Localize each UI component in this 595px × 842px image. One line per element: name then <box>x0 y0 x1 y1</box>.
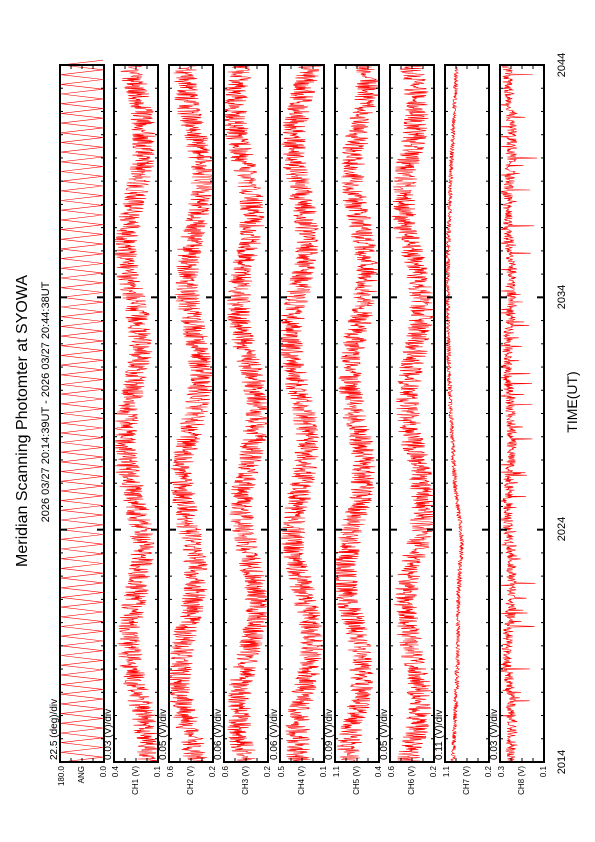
series-line-4 <box>223 64 269 763</box>
y-tick-min-3: 0.2 <box>208 765 217 777</box>
y-tick-min-2: 0.1 <box>153 765 162 777</box>
scale-label-6: 0.09 (V)/div <box>324 709 335 760</box>
y-tick-min-1: 0.0 <box>99 765 108 777</box>
y-axis-name-8: CH7 (V) <box>462 766 471 795</box>
x-tick-label-2034: 2034 <box>556 285 568 309</box>
scale-label-7: 0.05 (V)/div <box>379 709 390 760</box>
scale-label-3: 0.05 (V)/div <box>158 709 169 760</box>
panel-5: 0.06 (V)/div 0.5 0.1 CH4 (V) <box>269 64 328 795</box>
panel-frame-4 <box>223 64 269 763</box>
y-tick-min-5: 0.1 <box>319 765 328 777</box>
x-tick-label-2024: 2024 <box>556 517 568 541</box>
scale-label-1: 22.5 (deg)/div <box>49 699 60 760</box>
panel-7: 0.05 (V)/div 0.6 0.2 CH6 (V) <box>379 64 438 795</box>
panel-6: 0.09 (V)/div 1.1 0.4 CH5 (V) <box>324 64 383 795</box>
y-axis-name-2: CH1 (V) <box>131 766 140 795</box>
y-tick-min-8: 0.2 <box>484 765 493 777</box>
y-axis-name-4: CH3 (V) <box>241 766 250 795</box>
scale-label-4: 0.06 (V)/div <box>213 709 224 760</box>
panel-frame-1 <box>59 64 105 763</box>
x-tick-label-2014: 2014 <box>556 750 568 774</box>
y-tick-max-9: 0.3 <box>497 765 506 777</box>
y-axis-name-6: CH5 (V) <box>352 766 361 795</box>
y-tick-max-2: 0.4 <box>111 765 120 777</box>
scale-label-9: 0.03 (V)/div <box>489 709 500 760</box>
y-tick-min-7: 0.2 <box>429 765 438 777</box>
y-tick-min-9: 0.1 <box>539 765 548 777</box>
figure-title: Meridian Scanning Photomter at SYOWA <box>14 275 31 567</box>
panel-1: 22.5 (deg)/div 180.0 0.0 ANG <box>49 59 108 786</box>
panel-3: 0.05 (V)/div 0.6 0.2 CH2 (V) <box>158 64 217 795</box>
series-line-1 <box>60 59 104 763</box>
panel-9: 0.03 (V)/div 0.3 0.1 CH8 (V) <box>489 64 548 795</box>
y-tick-max-1: 180.0 <box>57 765 66 786</box>
y-tick-min-4: 0.2 <box>263 765 272 777</box>
y-axis-name-3: CH2 (V) <box>186 766 195 795</box>
y-axis-name-7: CH6 (V) <box>407 766 416 795</box>
series-line-7 <box>391 64 435 763</box>
y-tick-min-6: 0.4 <box>374 765 383 777</box>
y-tick-max-3: 0.6 <box>166 765 175 777</box>
y-axis-name-5: CH4 (V) <box>297 766 306 795</box>
series-line-5 <box>279 64 324 763</box>
scale-label-2: 0.03 (V)/div <box>103 709 114 760</box>
scale-label-5: 0.06 (V)/div <box>269 709 280 760</box>
x-axis-label: TIME(UT) <box>564 371 580 432</box>
panel-2: 0.03 (V)/div 0.4 0.1 CH1 (V) <box>103 64 162 795</box>
y-tick-max-4: 0.6 <box>221 765 230 777</box>
y-axis-name-9: CH8 (V) <box>517 766 526 795</box>
time-range-label: 2026 03/27 20:14:39UT - 2026 03/27 20:44… <box>40 281 52 522</box>
series-line-9 <box>499 64 538 763</box>
series-line-6 <box>334 64 380 763</box>
series-line-2 <box>113 64 159 763</box>
x-tick-label-2044: 2044 <box>556 53 568 77</box>
panel-frame-6 <box>334 64 380 763</box>
y-tick-max-6: 1.1 <box>332 765 341 777</box>
y-axis-name-1: ANG <box>77 766 86 783</box>
series-line-3 <box>168 64 215 763</box>
series-line-8 <box>444 64 465 763</box>
scale-label-8: 0.11 (V)/div <box>434 710 445 760</box>
y-tick-max-8: 1.1 <box>442 765 451 777</box>
panels-group: 22.5 (deg)/div 180.0 0.0 ANG 0.03 (V)/div 0.4… <box>49 59 548 795</box>
panel-8: 0.11 (V)/div 1.1 0.2 CH7 (V) <box>434 64 493 795</box>
y-tick-max-5: 0.5 <box>277 765 286 777</box>
y-tick-max-7: 0.6 <box>387 765 396 777</box>
panel-4: 0.06 (V)/div 0.6 0.2 CH3 (V) <box>213 64 272 795</box>
